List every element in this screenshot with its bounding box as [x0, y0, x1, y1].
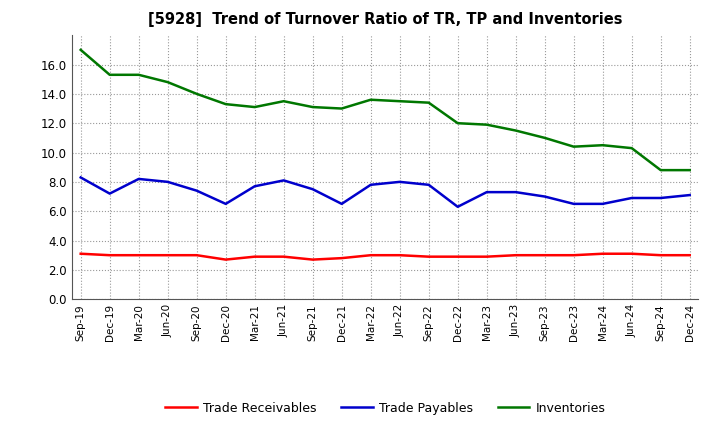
Trade Receivables [76, 251, 85, 257]
Trade Payables [598, 201, 607, 206]
Trade Receivables [570, 253, 578, 258]
Trade Payables [627, 195, 636, 201]
Trade Receivables [657, 253, 665, 258]
Inventories [105, 72, 114, 77]
Inventories [279, 99, 288, 104]
Inventories [192, 91, 201, 96]
Trade Receivables [541, 253, 549, 258]
Trade Receivables [308, 257, 317, 262]
Inventories [251, 104, 259, 110]
Trade Receivables [598, 251, 607, 257]
Trade Payables [541, 194, 549, 199]
Legend: Trade Receivables, Trade Payables, Inventories: Trade Receivables, Trade Payables, Inven… [161, 397, 610, 420]
Trade Payables [395, 179, 404, 184]
Trade Receivables [685, 253, 694, 258]
Inventories [482, 122, 491, 127]
Trade Payables [570, 201, 578, 206]
Trade Payables [76, 175, 85, 180]
Line: Trade Payables: Trade Payables [81, 177, 690, 207]
Trade Payables [366, 182, 375, 187]
Trade Payables [192, 188, 201, 193]
Trade Payables [308, 187, 317, 192]
Trade Receivables [424, 254, 433, 259]
Inventories [221, 102, 230, 107]
Trade Payables [424, 182, 433, 187]
Trade Payables [338, 201, 346, 206]
Inventories [511, 128, 520, 133]
Trade Receivables [163, 253, 172, 258]
Trade Payables [482, 190, 491, 195]
Inventories [454, 121, 462, 126]
Trade Receivables [511, 253, 520, 258]
Trade Receivables [454, 254, 462, 259]
Trade Receivables [627, 251, 636, 257]
Inventories [338, 106, 346, 111]
Inventories [135, 72, 143, 77]
Inventories [541, 135, 549, 140]
Inventories [657, 168, 665, 173]
Line: Trade Receivables: Trade Receivables [81, 254, 690, 260]
Trade Payables [279, 178, 288, 183]
Trade Receivables [192, 253, 201, 258]
Trade Receivables [482, 254, 491, 259]
Trade Receivables [366, 253, 375, 258]
Trade Receivables [221, 257, 230, 262]
Trade Payables [251, 183, 259, 189]
Trade Payables [657, 195, 665, 201]
Inventories [685, 168, 694, 173]
Inventories [308, 104, 317, 110]
Trade Payables [454, 204, 462, 209]
Trade Receivables [135, 253, 143, 258]
Inventories [598, 143, 607, 148]
Inventories [76, 47, 85, 52]
Trade Receivables [251, 254, 259, 259]
Trade Payables [135, 176, 143, 182]
Trade Payables [163, 179, 172, 184]
Inventories [163, 80, 172, 85]
Trade Receivables [395, 253, 404, 258]
Trade Receivables [279, 254, 288, 259]
Inventories [424, 100, 433, 105]
Inventories [395, 99, 404, 104]
Trade Receivables [338, 256, 346, 261]
Trade Payables [105, 191, 114, 196]
Inventories [570, 144, 578, 149]
Line: Inventories: Inventories [81, 50, 690, 170]
Trade Payables [221, 201, 230, 206]
Trade Payables [685, 192, 694, 198]
Inventories [366, 97, 375, 103]
Trade Receivables [105, 253, 114, 258]
Inventories [627, 146, 636, 151]
Trade Payables [511, 190, 520, 195]
Title: [5928]  Trend of Turnover Ratio of TR, TP and Inventories: [5928] Trend of Turnover Ratio of TR, TP… [148, 12, 623, 27]
